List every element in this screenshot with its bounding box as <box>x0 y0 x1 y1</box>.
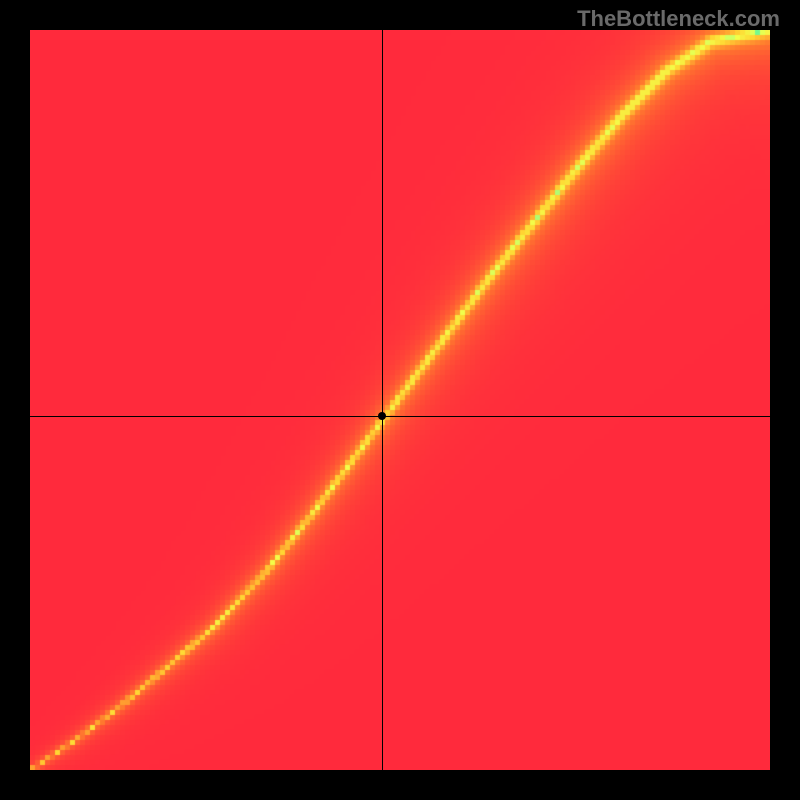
heatmap-canvas <box>30 30 770 770</box>
heatmap-plot <box>30 30 770 770</box>
crosshair-marker-dot <box>378 412 386 420</box>
watermark-text: TheBottleneck.com <box>577 6 780 32</box>
crosshair-vertical <box>382 30 383 770</box>
crosshair-horizontal <box>30 416 770 417</box>
